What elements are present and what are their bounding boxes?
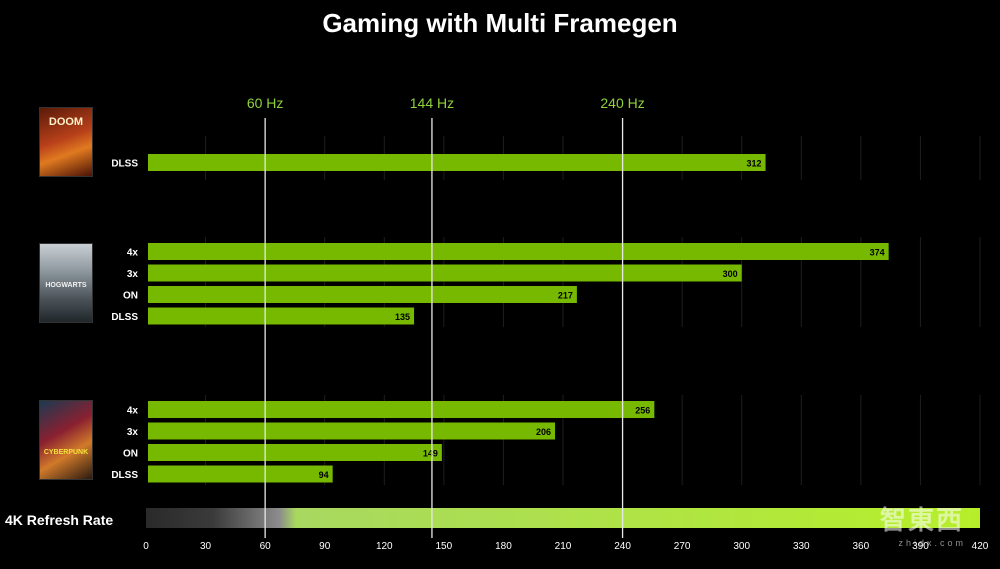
refresh-rate-bar bbox=[146, 508, 980, 528]
hogwarts-cover-image: HOGWARTS bbox=[39, 243, 93, 323]
bar-value-label: 312 bbox=[747, 159, 762, 169]
bar bbox=[148, 154, 766, 171]
x-tick-label: 360 bbox=[853, 541, 870, 552]
bar-category-label: 3x bbox=[127, 427, 139, 438]
bar bbox=[148, 422, 556, 440]
x-tick-label: 60 bbox=[260, 541, 272, 552]
bar bbox=[148, 444, 442, 461]
reference-line-label: 60 Hz bbox=[247, 95, 284, 111]
bar-value-label: 374 bbox=[870, 248, 885, 258]
watermark: 智東西 bbox=[879, 505, 964, 535]
x-tick-label: 30 bbox=[200, 541, 212, 552]
bar-value-label: 206 bbox=[536, 427, 551, 437]
reference-lines: 60 Hz 144 Hz 240 Hz bbox=[247, 95, 645, 538]
x-tick-label: 330 bbox=[793, 541, 810, 552]
bar-category-label: 4x bbox=[127, 406, 139, 417]
x-tick-label: 390 bbox=[912, 541, 929, 552]
bar-category-label: DLSS bbox=[111, 159, 138, 170]
reference-line-label: 144 Hz bbox=[410, 95, 454, 111]
chart-title: Gaming with Multi Framegen bbox=[322, 8, 678, 38]
bar-category-label: DLSS bbox=[111, 470, 138, 481]
bar-value-label: 256 bbox=[635, 406, 650, 416]
x-tick-label: 420 bbox=[972, 541, 989, 552]
bar-category-label: 4x bbox=[127, 248, 139, 259]
bar-value-label: 149 bbox=[423, 449, 438, 459]
doom-cover-image: DOOM bbox=[39, 107, 93, 177]
x-tick-label: 240 bbox=[614, 541, 631, 552]
x-tick-label: 150 bbox=[436, 541, 453, 552]
watermark-url: zhidx.com bbox=[898, 538, 966, 548]
bar-value-label: 94 bbox=[319, 470, 329, 480]
x-tick-label: 300 bbox=[733, 541, 750, 552]
x-tick-label: 120 bbox=[376, 541, 393, 552]
cyberpunk-cover-text: CYBERPUNK bbox=[43, 449, 89, 456]
bar bbox=[148, 401, 655, 418]
bar-category-label: DLSS bbox=[111, 312, 138, 323]
x-tick-label: 180 bbox=[495, 541, 512, 552]
bar-category-label: ON bbox=[123, 449, 138, 460]
x-tick-label: 270 bbox=[674, 541, 691, 552]
x-tick-label: 0 bbox=[143, 541, 149, 552]
bar-value-label: 135 bbox=[395, 312, 410, 322]
cyberpunk-cover-image: CYBERPUNK bbox=[39, 400, 93, 480]
x-tick-label: 210 bbox=[555, 541, 572, 552]
refresh-rate-label: 4K Refresh Rate bbox=[5, 512, 113, 528]
reference-line-label: 240 Hz bbox=[600, 95, 644, 111]
bars: DLSS 312 4x 374 3x 300 ON 217 DLSS 135 4x 256 3x 206 O… bbox=[5, 154, 980, 528]
bar-category-label: 3x bbox=[127, 269, 139, 280]
bar bbox=[148, 307, 415, 325]
bar bbox=[148, 243, 889, 260]
x-tick-label: 90 bbox=[319, 541, 331, 552]
bar bbox=[148, 465, 333, 483]
x-axis: 0 30 60 90 120 150 180 210 240 270 300 330 360 390 420 bbox=[143, 541, 989, 552]
bar bbox=[148, 286, 577, 303]
bar-value-label: 300 bbox=[723, 269, 738, 279]
hogwarts-cover-text: HOGWARTS bbox=[45, 282, 87, 289]
bar-value-label: 217 bbox=[558, 291, 573, 301]
doom-cover-text: DOOM bbox=[48, 116, 84, 128]
bar-category-label: ON bbox=[123, 291, 138, 302]
bar bbox=[148, 264, 742, 282]
